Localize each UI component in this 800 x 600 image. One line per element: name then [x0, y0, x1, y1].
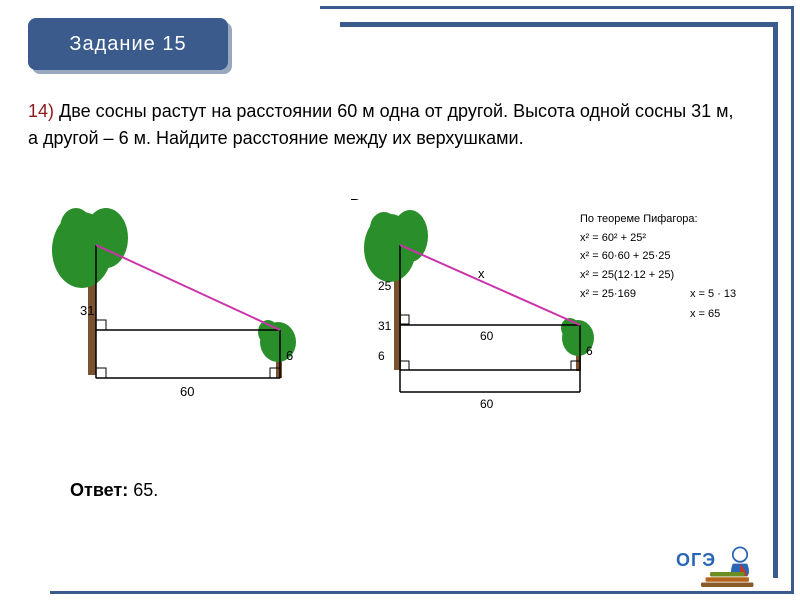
big-tree-icon — [52, 208, 128, 375]
fig2-base60a: 60 — [480, 329, 494, 343]
fig2-x: x — [478, 266, 485, 281]
fig2-h31: 31 — [378, 319, 392, 333]
pyth-result: x = 65 — [690, 305, 736, 325]
fig2-h6l: 6 — [378, 349, 385, 363]
pyth-line: x² = 60² + 25² — [580, 229, 750, 248]
books-icon — [698, 572, 758, 590]
fig1-h31: 31 — [80, 303, 94, 318]
problem-number: 14) — [28, 101, 54, 121]
pyth-result: x = 5 · 13 — [690, 285, 736, 305]
answer-value: 65. — [133, 480, 158, 500]
pyth-line: x² = 60·60 + 25·25 — [580, 247, 750, 266]
fig2-leg25: 25 — [378, 279, 392, 293]
oge-label: ОГЭ — [676, 550, 716, 571]
pyth-line: x² = 25(12·12 + 25) — [580, 266, 750, 285]
task-badge: Задание 15 — [28, 18, 228, 70]
big-tree-icon — [364, 210, 428, 370]
answer-label: Ответ: — [70, 480, 128, 500]
pythagoras-header: По теореме Пифагора: — [580, 210, 750, 229]
frame-bottom — [50, 591, 794, 594]
fig2-h6r: 6 — [586, 344, 593, 358]
frame-top-inner — [340, 22, 778, 27]
figure-left-svg: 31 6 60 — [28, 200, 338, 420]
frame-right-inner — [773, 22, 778, 578]
answer-row: Ответ: 65. — [70, 480, 158, 501]
pythagoras-block: По теореме Пифагора: x² = 60² + 25² x² =… — [580, 210, 750, 303]
frame-top — [320, 6, 794, 9]
problem-text: 14) Две сосны растут на расстоянии 60 м … — [28, 98, 740, 152]
fig1-h6: 6 — [286, 348, 293, 363]
figure-left: 31 6 60 — [28, 200, 338, 420]
frame-right — [791, 6, 794, 594]
fig1-base: 60 — [180, 384, 194, 399]
task-badge-label: Задание 15 — [28, 18, 228, 70]
problem-body: Две сосны растут на расстоянии 60 м одна… — [28, 101, 734, 148]
fig2-base60b: 60 — [480, 397, 494, 411]
